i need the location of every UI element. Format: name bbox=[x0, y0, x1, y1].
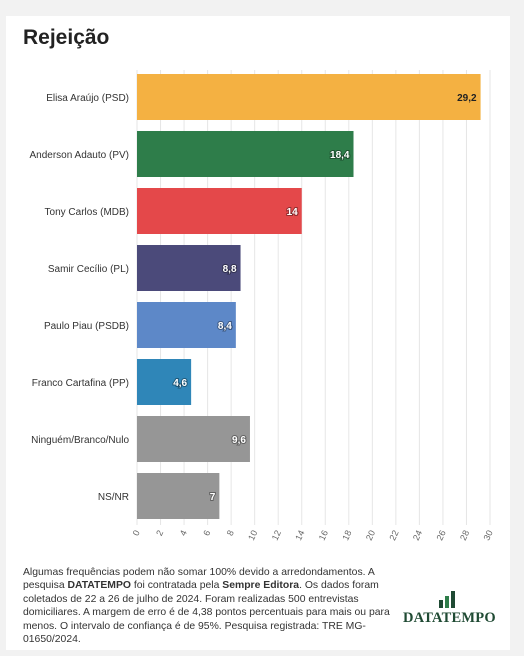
category-label: Franco Cartafina (PP) bbox=[32, 378, 129, 389]
value-label: 29,2 bbox=[457, 93, 477, 104]
datatempo-logo: DATATEMPO bbox=[398, 590, 508, 630]
methodology-note: Algumas frequências podem não somar 100%… bbox=[23, 566, 395, 646]
category-label: Samir Cecílio (PL) bbox=[48, 264, 129, 275]
value-label: 8,4 bbox=[218, 321, 232, 332]
bar bbox=[137, 473, 220, 519]
x-tick-label: 10 bbox=[246, 529, 259, 542]
x-tick-label: 6 bbox=[201, 529, 212, 538]
category-label: Anderson Adauto (PV) bbox=[29, 150, 129, 161]
x-tick-label: 12 bbox=[270, 529, 283, 542]
bar bbox=[137, 74, 481, 120]
chart-title: Rejeição bbox=[23, 26, 110, 49]
bar bbox=[137, 131, 354, 177]
category-label: Tony Carlos (MDB) bbox=[45, 207, 129, 218]
x-tick-label: 18 bbox=[340, 529, 353, 542]
category-label: Ninguém/Branco/Nulo bbox=[31, 435, 129, 446]
x-tick-label: 22 bbox=[387, 529, 400, 542]
note-client: Sempre Editora bbox=[222, 580, 300, 592]
note-text-3: . Os dados foram coletados de 22 a 26 de… bbox=[23, 580, 390, 646]
x-tick-label: 0 bbox=[131, 529, 142, 538]
bar bbox=[137, 416, 250, 462]
x-tick-label: 16 bbox=[317, 529, 330, 542]
x-tick-label: 14 bbox=[293, 529, 306, 542]
category-label: Paulo Piau (PSDB) bbox=[44, 321, 129, 332]
note-brand: DATATEMPO bbox=[67, 580, 131, 592]
bar bbox=[137, 188, 302, 234]
x-tick-label: 8 bbox=[225, 529, 236, 538]
logo-text: DATATEMPO bbox=[403, 610, 496, 626]
category-label: Elisa Araújo (PSD) bbox=[46, 93, 129, 104]
value-label: 8,8 bbox=[223, 264, 237, 275]
x-tick-label: 4 bbox=[178, 529, 189, 538]
note-text-2: foi contratada pela bbox=[130, 580, 223, 592]
value-label: 9,6 bbox=[232, 435, 246, 446]
logo-bars-icon bbox=[439, 591, 455, 608]
x-tick-label: 24 bbox=[411, 529, 424, 542]
x-tick-label: 30 bbox=[482, 529, 495, 542]
value-label: 18,4 bbox=[330, 150, 350, 161]
value-label: 7 bbox=[210, 492, 216, 503]
bar bbox=[137, 359, 192, 405]
x-tick-label: 20 bbox=[364, 529, 377, 542]
x-tick-label: 2 bbox=[154, 529, 165, 538]
bar bbox=[137, 302, 236, 348]
x-tick-label: 26 bbox=[434, 529, 447, 542]
bar bbox=[137, 245, 241, 291]
note-text-1: Algumas frequências podem não somar 100%… bbox=[23, 567, 375, 592]
value-label: 4,6 bbox=[173, 378, 187, 389]
x-tick-label: 28 bbox=[458, 529, 471, 542]
value-label: 14 bbox=[287, 207, 299, 218]
chart-card: Rejeição 0 2 4 6 8 10 12 14 16 18 20 22 24 26 28 30 Elis… bbox=[6, 16, 510, 650]
category-label: NS/NR bbox=[98, 492, 129, 503]
